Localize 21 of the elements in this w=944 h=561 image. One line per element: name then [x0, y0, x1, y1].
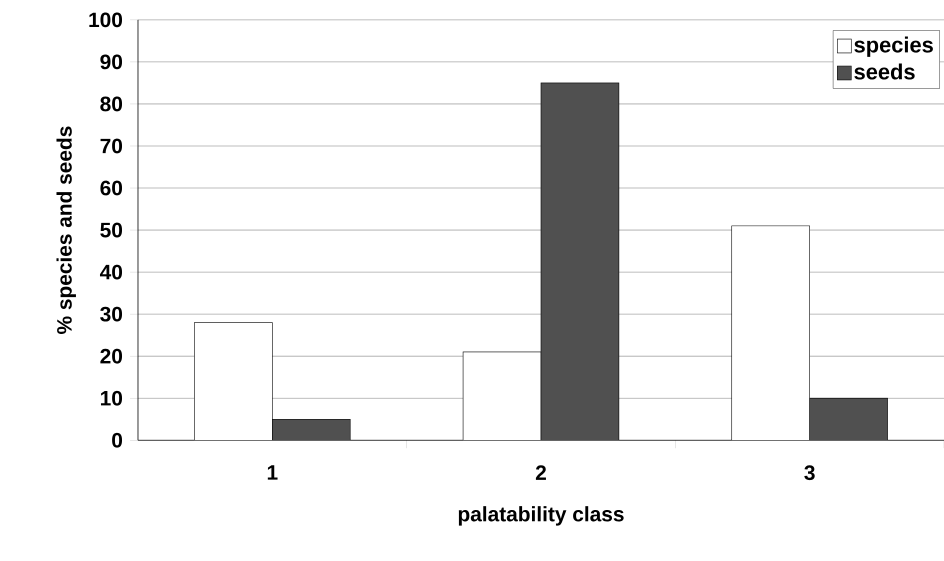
y-tick-label: 30: [100, 306, 122, 322]
y-tick-label: 10: [100, 391, 122, 406]
y-tick-label: 40: [100, 264, 122, 280]
y-tick-label: 90: [100, 54, 122, 70]
x-tick-label: 3: [804, 466, 815, 480]
y-tick-label: 60: [100, 180, 122, 196]
y-tick-label: 80: [100, 96, 122, 112]
y-tick-label: 50: [100, 222, 122, 238]
y-tick-label: 0: [112, 433, 122, 448]
x-axis-title: palatability class: [458, 506, 624, 526]
y-axis-title: % species and seeds: [56, 126, 76, 334]
legend-label: seeds: [854, 64, 915, 80]
x-tick-label: 2: [536, 466, 546, 480]
y-tick-label: 100: [89, 12, 122, 28]
y-tick-label: 20: [100, 349, 122, 364]
bar: [272, 419, 351, 440]
bar: [540, 82, 620, 440]
x-tick-label: 1: [268, 466, 278, 480]
bar: [809, 398, 888, 440]
legend-label: species: [854, 36, 933, 58]
y-tick-label: 70: [100, 138, 122, 154]
